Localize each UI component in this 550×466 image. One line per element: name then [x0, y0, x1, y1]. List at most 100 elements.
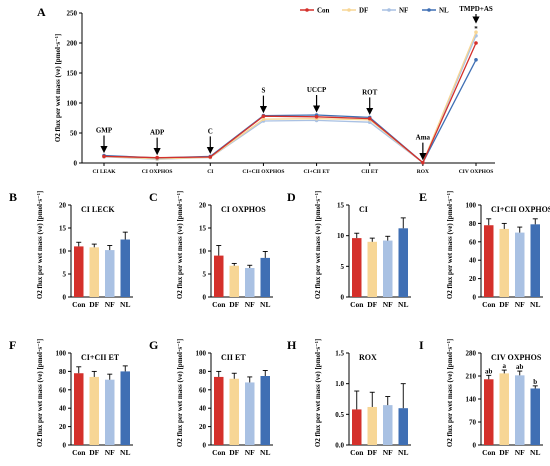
x-tick-label: NL: [530, 448, 540, 457]
y-tick-label: 5: [203, 271, 207, 279]
x-tick-label: Con: [350, 300, 364, 309]
y-tick-label: 40: [469, 257, 477, 265]
panel-e-title: CI+CII OXPHOS: [491, 205, 550, 214]
y-tick-label: 80: [199, 368, 207, 376]
panel-c-letter: C: [149, 190, 158, 204]
series-line-con: [103, 42, 477, 164]
legend-label-con: Con: [317, 7, 330, 15]
legend-marker-df: [347, 8, 351, 12]
data-point-con: [314, 115, 319, 119]
significance-label: ab: [516, 363, 524, 371]
panel-f-bar-chart: F CI+CII ET O2 flux per wet mass (ve) [pmo…: [9, 338, 133, 457]
bar-nl: [398, 228, 408, 297]
significance-label: a: [503, 362, 507, 370]
y-tick-label: 20: [469, 275, 477, 283]
data-point-con: [261, 114, 266, 118]
panel-g-title: CII ET: [221, 353, 246, 362]
annotation-label: GMP: [96, 127, 113, 135]
annotation-label: S: [261, 87, 265, 95]
bar-nl: [260, 257, 270, 297]
y-tick-label: 1.5: [335, 350, 344, 358]
data-point-con: [367, 116, 372, 121]
x-tick-label: DF: [229, 300, 239, 309]
panel-a-x-tick-label: CI: [207, 169, 213, 175]
x-tick-label: DF: [499, 448, 509, 457]
y-tick-label: 10: [59, 248, 67, 256]
y-tick-label: 60: [59, 386, 67, 394]
x-tick-label: NF: [383, 448, 393, 457]
panel-f-title: CI+CII ET: [81, 353, 120, 362]
panel-g-bar-chart: G CII ET O2 flux per wet mass (ve) [pmol·s…: [149, 338, 273, 457]
legend-marker-con: [305, 8, 309, 12]
bar-nl: [120, 371, 130, 445]
panel-b-y-axis-label: O2 flux per wet mass (ve) [pmol·s⁻¹]: [36, 191, 44, 299]
y-tick-label: 0: [473, 294, 477, 302]
y-tick-label: 60: [199, 386, 207, 394]
data-point-con: [155, 155, 159, 160]
panel-a-ticks: 0 50 100 150 200 250 CI LEAK CI OXPHOS CI CI+CII …: [67, 10, 494, 176]
panel-d-y-axis-label: O2 flux per wet mass (ve) [pmol·s⁻¹]: [314, 191, 322, 299]
panel-a-x-tick-label: ROX: [417, 169, 429, 175]
y-tick-label: 20: [59, 423, 67, 431]
panel-b-title: CI LECK: [81, 205, 115, 214]
x-tick-label: NL: [260, 448, 270, 457]
panel-a-y-tick-label: 0: [74, 160, 78, 168]
y-tick-label: 100: [56, 350, 67, 358]
panel-a-x-tick-label: CIV OXPHOS: [459, 169, 494, 175]
y-tick-label: 0.0: [335, 442, 344, 450]
bar-nf: [383, 240, 393, 297]
panel-a-x-tick-label: CII ET: [361, 169, 378, 175]
x-tick-label: Con: [350, 448, 364, 457]
panel-f-letter: F: [9, 338, 16, 352]
y-tick-label: 280: [466, 350, 477, 358]
panel-a-y-tick-label: 250: [67, 10, 78, 18]
bar-nl: [260, 376, 270, 445]
y-tick-label: 40: [59, 405, 67, 413]
bar-con: [352, 409, 362, 445]
x-tick-label: Con: [482, 448, 496, 457]
legend-label-df: DF: [359, 7, 368, 15]
y-tick-label: 0: [203, 294, 207, 302]
bar-nf: [383, 405, 393, 445]
y-tick-label: 20: [59, 202, 67, 210]
data-point-con: [474, 41, 478, 45]
x-tick-label: NF: [515, 300, 525, 309]
x-tick-label: NF: [105, 300, 115, 309]
y-tick-label: 60: [469, 238, 477, 246]
bar-con: [484, 379, 494, 445]
panel-a-letter: A: [37, 5, 46, 19]
panel-b-bar-chart: B CI LECK O2 flux per wet mass (ve) [pmol·…: [9, 190, 133, 309]
bar-nf: [515, 375, 525, 445]
y-tick-label: 100: [466, 202, 477, 210]
y-tick-label: 0: [203, 442, 207, 450]
y-tick-label: 10: [199, 248, 207, 256]
legend: Con DF NF NL: [300, 7, 449, 15]
panel-c-y-axis-label: O2 flux per wet mass (ve) [pmol·s⁻¹]: [176, 191, 184, 299]
panel-i-letter: I: [419, 338, 424, 352]
panel-c-bar-chart: C CI OXPHOS O2 flux per wet mass (ve) [pmo…: [149, 190, 273, 309]
panel-a-y-tick-label: 150: [67, 70, 78, 78]
y-tick-label: 15: [337, 202, 345, 210]
annotation-label: ADP: [150, 129, 165, 137]
bar-nl: [530, 388, 540, 445]
bar-con: [352, 238, 362, 297]
panel-i-y-axis-label: O2 flux per wet mass (ve) [pmol·s⁻¹]: [446, 339, 454, 447]
data-point-nl: [474, 58, 478, 62]
bar-nl: [120, 239, 130, 297]
x-tick-label: Con: [212, 300, 226, 309]
x-tick-label: NF: [105, 448, 115, 457]
bar-panels: B CI LECK O2 flux per wet mass (ve) [pmol·…: [9, 190, 550, 457]
annotation-label: Ama: [416, 134, 431, 142]
legend-marker-nf: [387, 8, 391, 12]
y-tick-label: 15: [59, 225, 67, 233]
x-tick-label: Con: [72, 448, 86, 457]
data-point-df: [261, 117, 266, 121]
panel-c-title: CI OXPHOS: [221, 205, 266, 214]
panel-d-title: CI: [359, 205, 368, 214]
panel-a-y-tick-label: 50: [70, 130, 78, 138]
x-tick-label: NL: [120, 300, 130, 309]
significance-star: *: [474, 25, 478, 33]
panel-d-bar-chart: D CI O2 flux per wet mass (ve) [pmol·s⁻¹] 0…: [287, 190, 411, 309]
y-tick-label: 140: [466, 396, 477, 404]
